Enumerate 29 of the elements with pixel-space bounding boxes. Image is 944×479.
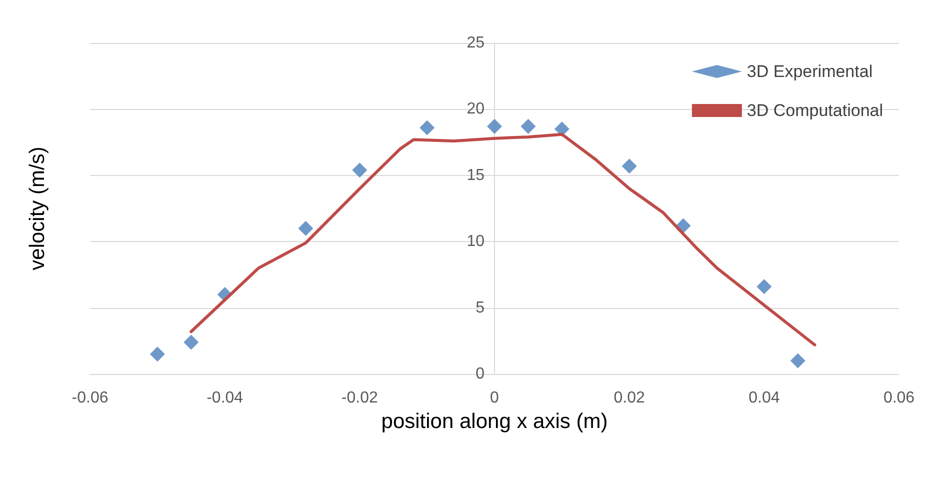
y-axis-title: velocity (m/s) xyxy=(26,146,49,270)
x-tick-label: 0.06 xyxy=(883,390,915,406)
point xyxy=(676,218,691,234)
point xyxy=(420,120,435,136)
x-tick-label: 0.04 xyxy=(748,390,780,406)
x-axis-title: position along x axis (m) xyxy=(381,410,608,433)
point xyxy=(790,353,806,368)
x-tick-label: -0.04 xyxy=(206,390,244,406)
point xyxy=(520,118,536,134)
point xyxy=(352,162,368,178)
point xyxy=(622,158,637,174)
x-tick-label: -0.02 xyxy=(341,390,378,406)
point xyxy=(756,279,772,294)
point xyxy=(554,122,570,137)
x-tick-label: 0.02 xyxy=(614,390,646,406)
legend-label: 3D Computational xyxy=(746,101,884,120)
point xyxy=(298,220,314,236)
x-tick-label: 0 xyxy=(490,390,500,406)
y-tick-label: 0 xyxy=(476,366,485,382)
y-tick-label: 20 xyxy=(466,100,485,118)
y-tick-label: 15 xyxy=(466,166,485,184)
point xyxy=(150,346,165,362)
y-tick-label: 5 xyxy=(476,299,485,316)
y-tick-label: 10 xyxy=(466,233,485,250)
y-tick-label: 25 xyxy=(466,34,485,52)
legend-label: 3D Experimental xyxy=(746,62,873,81)
point xyxy=(487,118,502,134)
x-tick-label: -0.06 xyxy=(72,390,108,406)
point xyxy=(184,334,199,350)
